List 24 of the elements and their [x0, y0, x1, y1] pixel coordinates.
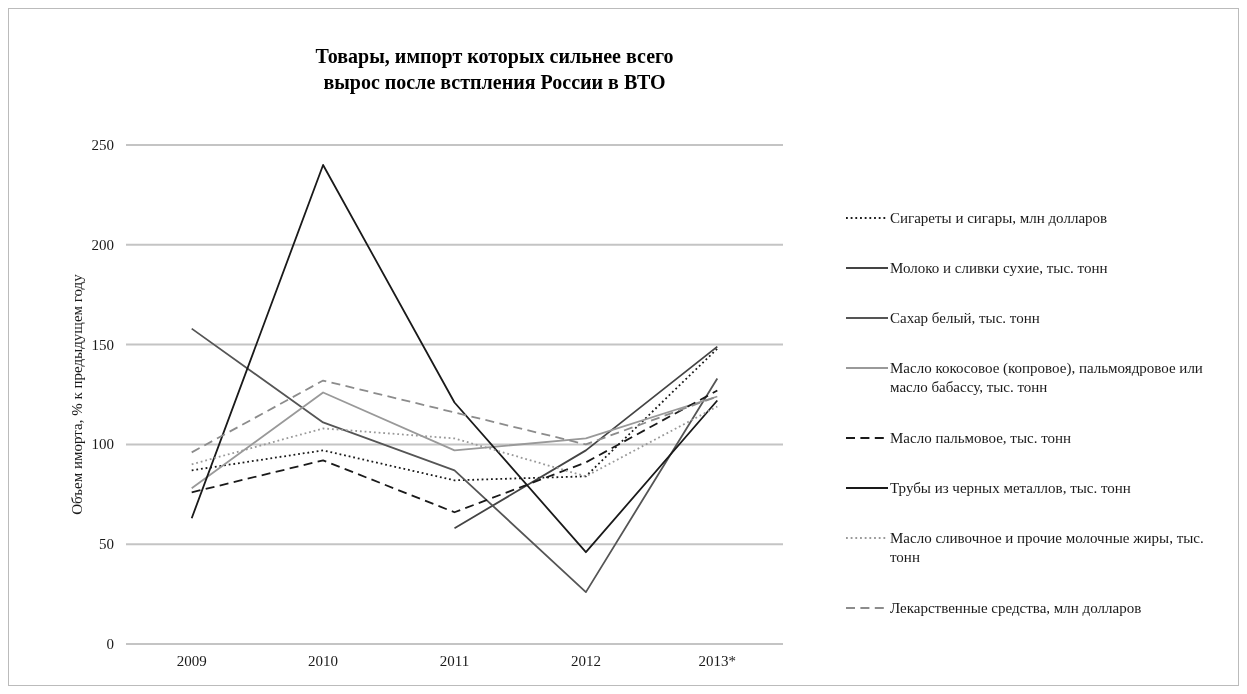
legend-label: Сахар белый, тыс. тонн: [890, 310, 1040, 326]
legend-label: Лекарственные средства, млн долларов: [890, 600, 1142, 616]
x-tick-label: 2012: [570, 653, 601, 669]
y-axis-title: Объем иморта, % к предыдущем году: [69, 273, 85, 515]
y-tick-label: 0: [106, 636, 114, 652]
y-tick-label: 50: [99, 536, 114, 553]
x-tick-label: 2011: [439, 653, 470, 669]
y-tick-label: 150: [91, 336, 114, 353]
legend-label: Сигареты и сигары, млн долларов: [890, 210, 1108, 226]
legend-label: Трубы из черных металлов, тыс. тонн: [890, 480, 1131, 496]
y-tick-label: 250: [91, 137, 114, 153]
legend-label: Молоко и сливки сухие, тыс. тонн: [890, 260, 1108, 276]
y-tick-label: 200: [91, 236, 114, 253]
x-tick-label: 2010: [308, 653, 339, 669]
legend-label: Масло кокосовое (копровое), пальмоядровое или масло бабассу, тыс. тонн: [890, 360, 1203, 395]
line-series: [190, 164, 719, 554]
line-series: [190, 391, 719, 490]
legend-label: Масло сливочное и прочие молочные жиры, тыс. тонн: [890, 530, 1204, 565]
chart-title: Товары, импорт которых сильнее всего вырос после встпления России в ВТО: [315, 45, 674, 94]
x-tick-label: 2013*: [698, 653, 737, 669]
line-series: [190, 327, 719, 593]
x-tick-label: 2009: [176, 653, 207, 669]
legend-label: Масло пальмовое, тыс. тонн: [890, 430, 1072, 446]
y-tick-label: 100: [91, 436, 114, 453]
